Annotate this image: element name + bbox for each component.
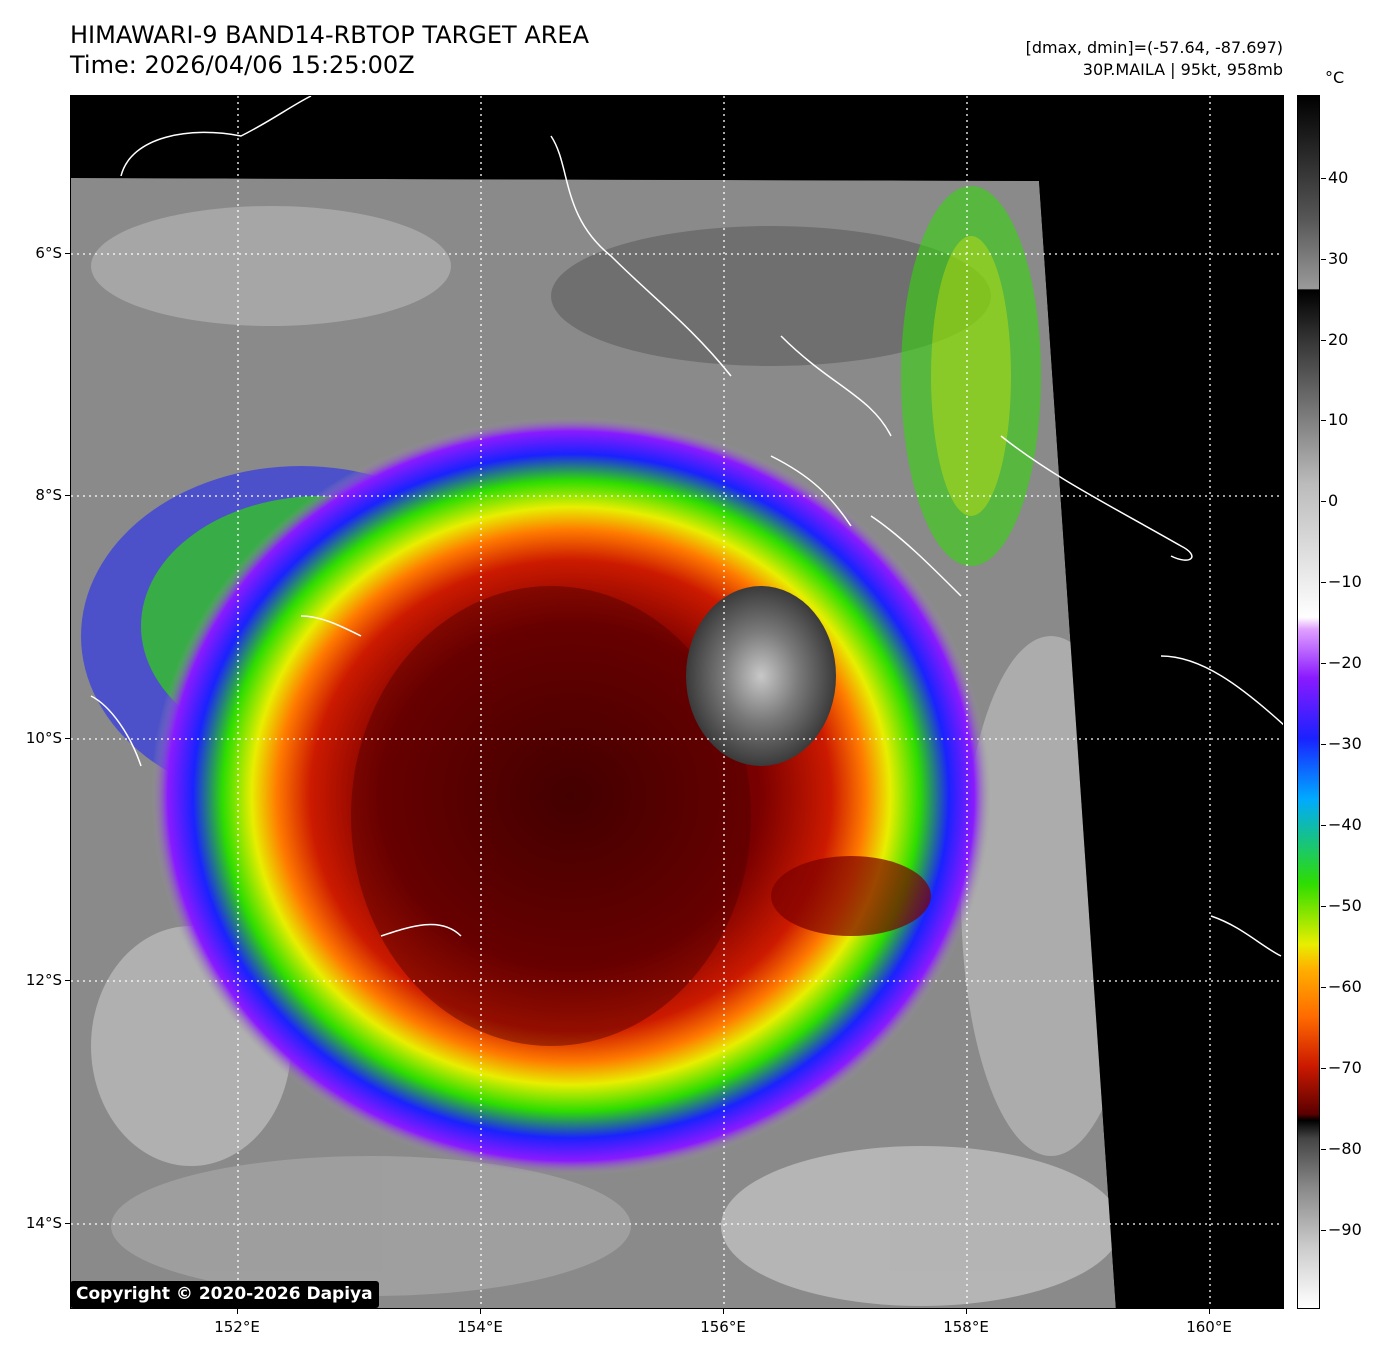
no-data-region [1039, 181, 1283, 1308]
cb-tick [1321, 663, 1326, 664]
cb-tick [1321, 178, 1326, 179]
cb-label: 20 [1328, 330, 1349, 349]
figure-title: HIMAWARI-9 BAND14-RBTOP TARGET AREA Time… [70, 20, 589, 80]
lat-tick [65, 253, 70, 254]
lon-tick [237, 1309, 238, 1314]
lon-tick [966, 1309, 967, 1314]
satellite-imagery-svg [71, 96, 1283, 1308]
cb-label: −30 [1328, 734, 1362, 753]
cb-tick [1321, 1230, 1326, 1231]
lat-tick [65, 738, 70, 739]
cb-label: −50 [1328, 896, 1362, 915]
cb-label: −80 [1328, 1139, 1362, 1158]
cb-tick [1321, 1068, 1326, 1069]
lat-tick [65, 980, 70, 981]
cb-label: 30 [1328, 249, 1349, 268]
lon-label: 152°E [214, 1318, 260, 1336]
lon-tick [1209, 1309, 1210, 1314]
lon-tick [723, 1309, 724, 1314]
lat-tick [65, 495, 70, 496]
cb-tick [1321, 582, 1326, 583]
lat-label: 8°S [35, 486, 62, 504]
colorbar [1297, 95, 1320, 1309]
cb-tick [1321, 1149, 1326, 1150]
cb-label: 0 [1328, 491, 1339, 510]
satellite-image [70, 95, 1284, 1309]
cb-tick [1321, 501, 1326, 502]
range-text: [dmax, dmin]=(-57.64, -87.697) [1025, 38, 1283, 57]
cb-label: −10 [1328, 572, 1362, 591]
cb-tick [1321, 420, 1326, 421]
lon-label: 154°E [457, 1318, 503, 1336]
lat-label: 14°S [25, 1214, 62, 1232]
coastlines [90, 96, 1283, 957]
lon-tick [480, 1309, 481, 1314]
copyright-notice: Copyright © 2020-2026 Dapiya [70, 1281, 379, 1308]
cb-label: −70 [1328, 1058, 1362, 1077]
storm-text: 30P.MAILA | 95kt, 958mb [1082, 60, 1283, 79]
cb-label: −20 [1328, 653, 1362, 672]
lon-label: 158°E [943, 1318, 989, 1336]
cb-label: −90 [1328, 1220, 1362, 1239]
storm-info: [dmax, dmin]=(-57.64, -87.697) 30P.MAILA… [1026, 37, 1283, 81]
cb-tick [1321, 744, 1326, 745]
cb-tick [1321, 987, 1326, 988]
gridlines [71, 96, 1283, 1308]
cloud-texture [91, 206, 1141, 1306]
cb-label: 40 [1328, 168, 1349, 187]
colorbar-unit: °C [1325, 68, 1345, 87]
cb-tick [1321, 259, 1326, 260]
lat-label: 6°S [35, 244, 62, 262]
cb-label: 10 [1328, 410, 1349, 429]
lat-label: 10°S [25, 729, 62, 747]
lat-label: 12°S [25, 971, 62, 989]
lon-label: 160°E [1186, 1318, 1232, 1336]
lat-tick [65, 1223, 70, 1224]
lon-label: 156°E [700, 1318, 746, 1336]
title-line-2: Time: 2026/04/06 15:25:00Z [70, 51, 415, 79]
cb-label: −40 [1328, 815, 1362, 834]
cb-tick [1321, 825, 1326, 826]
cb-label: −60 [1328, 977, 1362, 996]
cb-tick [1321, 906, 1326, 907]
title-line-1: HIMAWARI-9 BAND14-RBTOP TARGET AREA [70, 21, 590, 49]
cb-tick [1321, 340, 1326, 341]
